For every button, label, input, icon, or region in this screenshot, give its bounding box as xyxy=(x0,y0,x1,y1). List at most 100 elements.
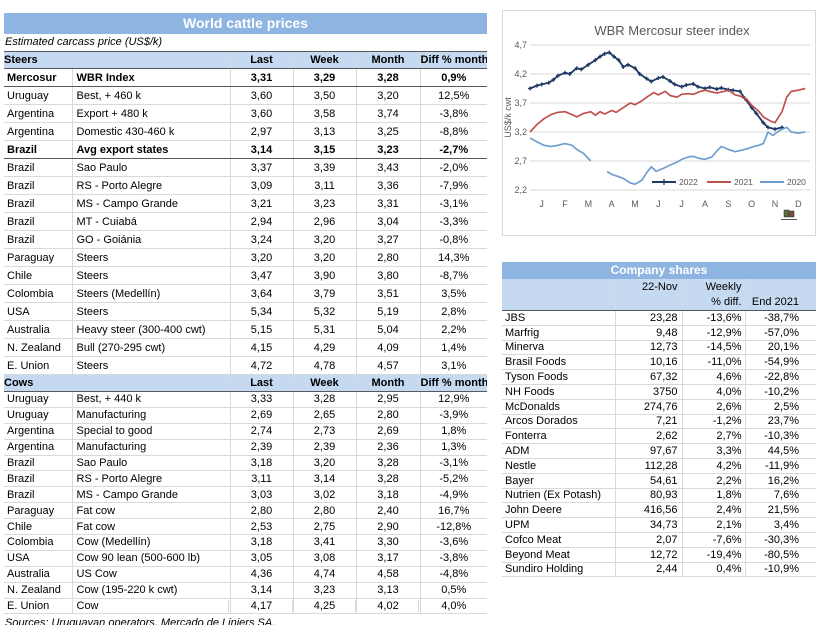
company-row: Beyond Meat 12,72 -19,4% -80,5% xyxy=(502,547,816,563)
company-row: Minerva 12,73 -14,5% 20,1% xyxy=(502,340,816,356)
week-value-cell: 3,23 xyxy=(292,194,357,213)
country-cell: Argentina xyxy=(4,122,73,141)
empty-header-cell xyxy=(502,294,615,311)
company-name-cell: Bayer xyxy=(502,473,615,489)
diff-percent-cell: 1,8% xyxy=(419,423,488,440)
price-row: E. Union Cow 4,17 4,25 4,02 4,0% xyxy=(4,598,488,615)
last-value-cell: 2,53 xyxy=(229,518,294,536)
y-tick-label: 3,7 xyxy=(514,98,527,108)
last-value-cell: 2,69 xyxy=(229,407,294,424)
week-value-cell: 3,23 xyxy=(292,582,357,599)
month-value-cell: 2,40 xyxy=(355,502,421,520)
company-shares-title: Company shares xyxy=(502,262,816,279)
price-cell: 2,44 xyxy=(614,562,682,578)
country-cell: Brazil xyxy=(4,140,73,159)
column-header: Diff % month xyxy=(419,374,488,392)
description-cell: Bull (270-295 cwt) xyxy=(72,338,231,357)
description-cell: US Cow xyxy=(72,566,231,583)
weekly-diff-cell: 0,4% xyxy=(681,562,745,578)
date-column-header: 22-Nov xyxy=(614,279,682,294)
company-header-row-1: 22-Nov Weekly xyxy=(502,279,816,294)
price-row: Brazil Sao Paulo 3,37 3,39 3,43 -2,0% xyxy=(4,158,488,177)
description-cell: Best, + 440 k xyxy=(72,391,231,408)
month-value-cell: 3,36 xyxy=(355,176,421,195)
price-row: USA Cow 90 lean (500-600 lb) 3,05 3,08 3,17-… xyxy=(4,550,488,567)
company-row: NH Foods 3750 4,0% -10,2% xyxy=(502,384,816,400)
week-value-cell: 3,11 xyxy=(292,176,357,195)
section-name: Steers xyxy=(4,51,231,69)
week-value-cell: 3,50 xyxy=(292,86,357,105)
end-2021-cell: -80,5% xyxy=(744,547,816,563)
last-value-cell: 3,21 xyxy=(229,194,294,213)
diff-percent-cell: -3,9% xyxy=(419,407,488,424)
price-row: Uruguay Best, + 440 k 3,33 3,28 2,95 12,9% xyxy=(4,391,488,408)
end-2021-cell: 21,5% xyxy=(744,502,816,519)
month-value-cell: 3,28 xyxy=(355,470,421,488)
month-value-cell: 4,57 xyxy=(355,356,421,375)
week-value-cell: 2,73 xyxy=(292,423,357,440)
last-value-cell: 3,09 xyxy=(229,176,294,195)
country-cell: Brazil xyxy=(4,176,73,195)
last-value-cell: 3,60 xyxy=(229,104,294,123)
month-value-cell: 2,69 xyxy=(355,423,421,440)
y-tick-label: 3,2 xyxy=(514,127,527,137)
column-header: Diff % month xyxy=(419,51,488,69)
month-value-cell: 3,28 xyxy=(355,455,421,472)
diff-percent-cell: -12,8% xyxy=(419,518,488,536)
empty-header-cell xyxy=(614,294,682,311)
company-row: Marfrig 9,48 -12,9% -57,0% xyxy=(502,325,816,341)
country-cell: Mercosur xyxy=(4,68,73,87)
description-cell: Special to good xyxy=(72,423,231,440)
end-2021-cell: 2,5% xyxy=(744,399,816,415)
month-value-cell: 5,19 xyxy=(355,302,421,321)
country-cell: Argentina xyxy=(4,423,73,440)
company-name-cell: John Deere xyxy=(502,502,615,519)
week-value-cell: 4,74 xyxy=(292,566,357,583)
x-tick-label: O xyxy=(748,199,755,209)
diff-percent-cell: -3,6% xyxy=(419,534,488,551)
country-cell: USA xyxy=(4,550,73,567)
diff-percent-cell: 4,0% xyxy=(419,598,488,615)
series-line-2020 xyxy=(529,126,806,186)
description-cell: Avg export states xyxy=(72,140,231,159)
y-tick-label: 4,2 xyxy=(514,69,527,79)
gridline-tick xyxy=(292,600,293,612)
end-2021-cell: -30,3% xyxy=(744,532,816,548)
weekly-diff-cell: -13,6% xyxy=(681,310,745,326)
week-value-cell: 5,32 xyxy=(292,302,357,321)
description-cell: Sao Paulo xyxy=(72,158,231,177)
price-row: Mercosur WBR Index 3,31 3,29 3,28 0,9% xyxy=(4,68,488,87)
weekly-diff-cell: 4,6% xyxy=(681,369,745,385)
company-row: UPM 34,73 2,1% 3,4% xyxy=(502,517,816,533)
end-2021-cell: 16,2% xyxy=(744,473,816,489)
week-value-cell: 3,13 xyxy=(292,122,357,141)
country-cell: Brazil xyxy=(4,486,73,504)
end-2021-cell: -54,9% xyxy=(744,354,816,371)
last-value-cell: 3,37 xyxy=(229,158,294,177)
last-value-cell: 3,64 xyxy=(229,284,294,303)
week-value-cell: 4,25 xyxy=(292,598,357,615)
weekly-diff-cell: 4,2% xyxy=(681,458,745,474)
month-value-cell: 3,25 xyxy=(355,122,421,141)
description-cell: Cow xyxy=(72,598,231,615)
gridline-tick xyxy=(228,600,229,612)
price-row: Chile Steers 3,47 3,90 3,80 -8,7% xyxy=(4,266,488,285)
diff-percent-cell: -5,2% xyxy=(419,470,488,488)
company-name-cell: McDonalds xyxy=(502,399,615,415)
description-cell: MS - Campo Grande xyxy=(72,486,231,504)
chart-link-icon[interactable] xyxy=(783,209,790,218)
legend-label-2020: 2020 xyxy=(787,177,806,187)
last-value-cell: 3,03 xyxy=(229,486,294,504)
description-cell: Cow 90 lean (500-600 lb) xyxy=(72,550,231,567)
end-2021-cell: -10,2% xyxy=(744,384,816,400)
x-tick-label: J xyxy=(539,199,544,209)
price-row: E. Union Steers 4,72 4,78 4,57 3,1% xyxy=(4,356,488,375)
country-cell: Brazil xyxy=(4,230,73,249)
week-value-cell: 3,02 xyxy=(292,486,357,504)
end-2021-cell: 7,6% xyxy=(744,488,816,504)
chart-link-icon[interactable] xyxy=(788,210,795,218)
company-name-cell: Tyson Foods xyxy=(502,369,615,385)
company-name-cell: Arcos Dorados xyxy=(502,414,615,430)
description-cell: Heavy steer (300-400 cwt) xyxy=(72,320,231,339)
month-value-cell: 3,17 xyxy=(355,550,421,567)
